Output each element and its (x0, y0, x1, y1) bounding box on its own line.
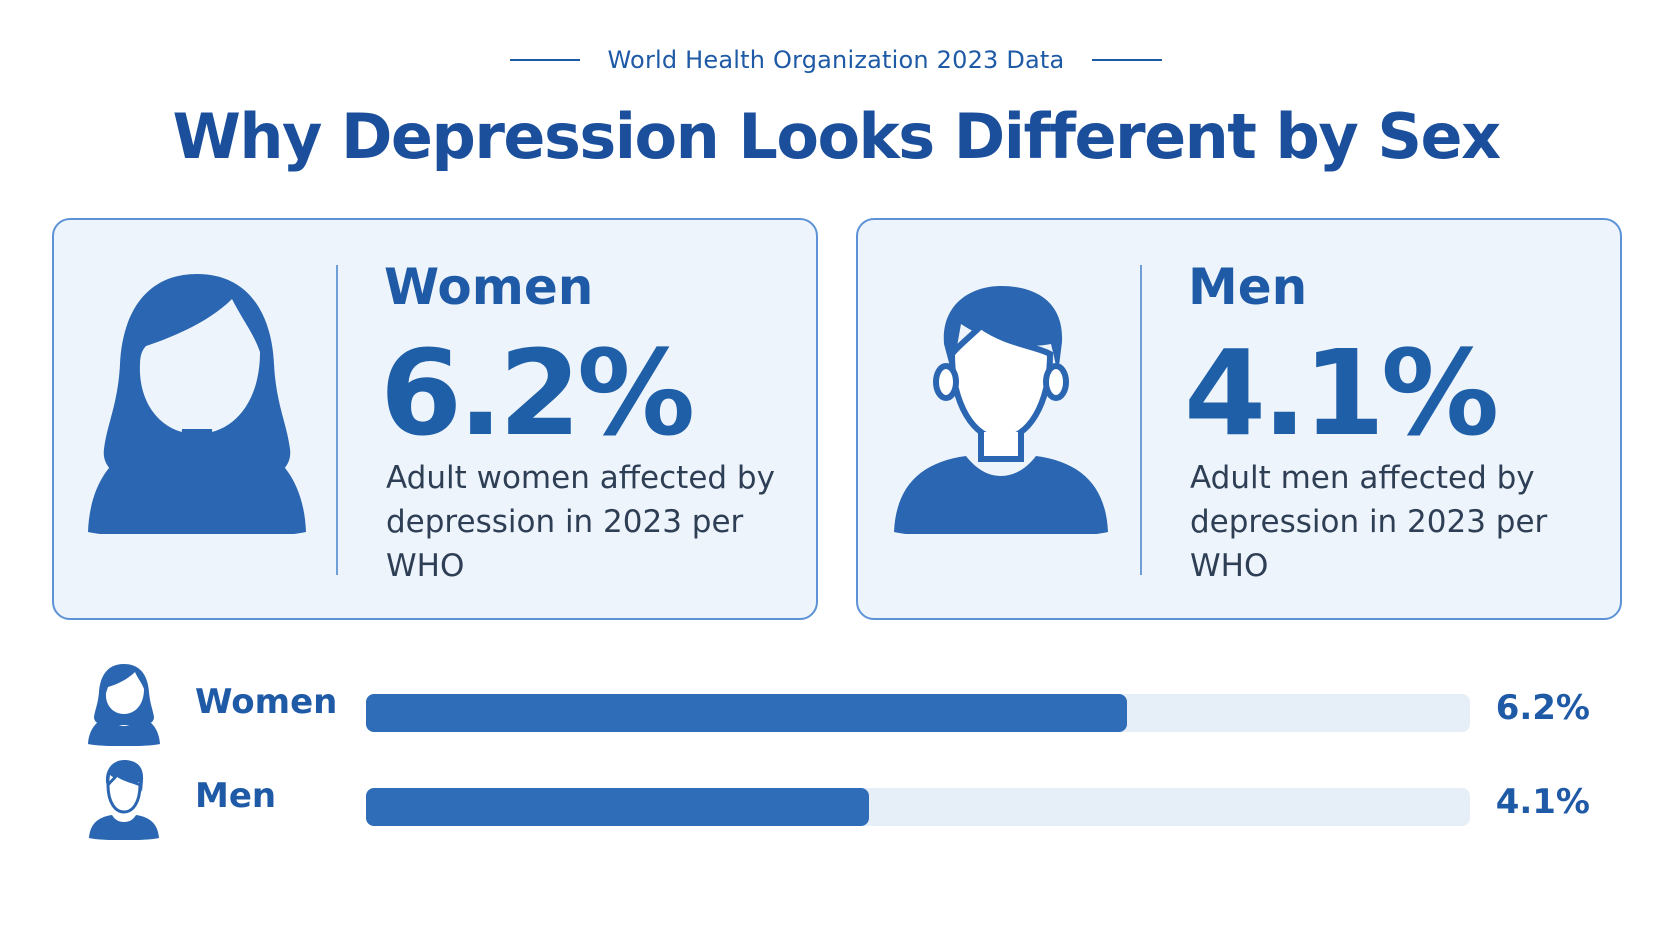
bar-row-men: Men 4.1% (0, 754, 1672, 840)
bar-track-women (366, 694, 1470, 732)
bar-label-men: Men (195, 776, 277, 816)
bar-value-men: 4.1% (1495, 782, 1590, 822)
bar-women (366, 694, 1127, 732)
men-card-value: 4.1% (1184, 324, 1499, 462)
bar-men (366, 788, 869, 826)
women-card-description: Adult women affected by depression in 20… (386, 460, 775, 584)
women-card: Women 6.2% Adult women affected by depre… (52, 218, 818, 620)
header-eyebrow: World Health Organization 2023 Data (0, 46, 1672, 74)
card-divider (1140, 265, 1142, 575)
men-card-description: Adult men affected by depression in 2023… (1190, 460, 1548, 584)
card-divider (336, 265, 338, 575)
page-title: Why Depression Looks Different by Sex (172, 100, 1501, 173)
eyebrow-text: World Health Organization 2023 Data (607, 46, 1065, 74)
bar-row-women: Women 6.2% (0, 660, 1672, 746)
man-icon (894, 286, 1108, 534)
comparison-bar-chart: Women 6.2% Men 4.1% (0, 660, 1672, 860)
eyebrow-rule-right (1092, 59, 1163, 61)
man-icon (89, 760, 159, 840)
eyebrow-rule-left (509, 59, 580, 61)
bar-track-men (366, 788, 1470, 826)
woman-icon (88, 664, 160, 746)
men-card-label: Men (1188, 258, 1308, 316)
women-card-value: 6.2% (380, 324, 695, 462)
women-card-label: Women (384, 258, 594, 316)
bar-value-women: 6.2% (1495, 688, 1590, 728)
woman-icon (88, 274, 306, 534)
bar-label-women: Women (195, 682, 338, 722)
men-card: Men 4.1% Adult men affected by depressio… (856, 218, 1622, 620)
